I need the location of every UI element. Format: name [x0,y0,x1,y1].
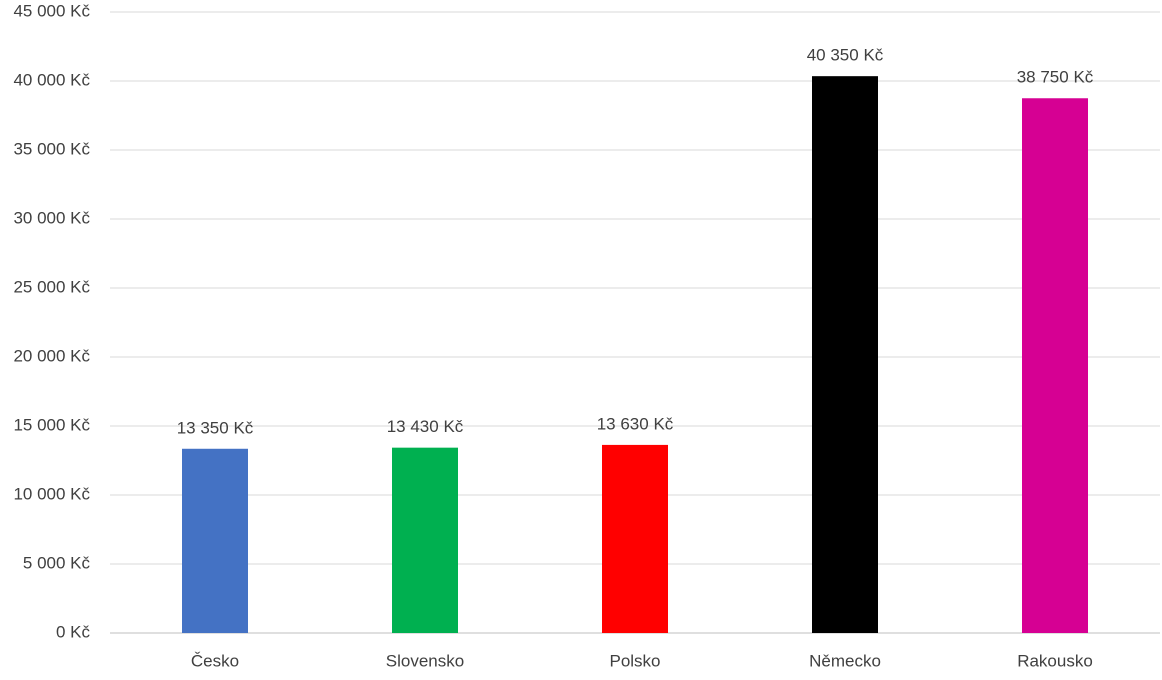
bar [602,444,668,633]
x-tick-label: Slovensko [386,651,464,670]
bar [1022,98,1088,633]
y-tick-label: 35 000 Kč [13,139,90,158]
x-tick-label: Německo [809,651,881,670]
data-label: 13 350 Kč [177,418,254,437]
data-label: 13 430 Kč [387,417,464,436]
data-label: 38 750 Kč [1017,68,1094,87]
data-label: 13 630 Kč [597,414,674,433]
bar [182,448,248,633]
bar [392,447,458,633]
data-label: 40 350 Kč [807,46,884,65]
x-tick-label: Polsko [609,651,660,670]
x-tick-label: Rakousko [1017,651,1093,670]
y-tick-label: 0 Kč [56,622,91,641]
y-tick-label: 30 000 Kč [13,208,90,227]
bar [812,76,878,634]
y-tick-label: 25 000 Kč [13,277,90,296]
y-tick-label: 10 000 Kč [13,484,90,503]
y-tick-label: 40 000 Kč [13,70,90,89]
y-tick-label: 20 000 Kč [13,346,90,365]
x-tick-label: Česko [191,651,239,670]
y-tick-label: 45 000 Kč [13,1,90,20]
y-tick-label: 5 000 Kč [23,553,91,572]
y-tick-label: 15 000 Kč [13,415,90,434]
